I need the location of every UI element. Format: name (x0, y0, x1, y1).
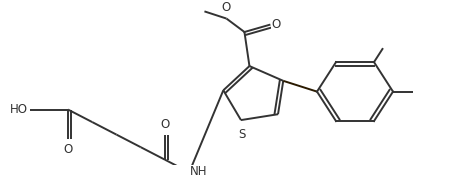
Text: HO: HO (10, 103, 28, 116)
Text: NH: NH (190, 165, 207, 177)
Text: O: O (63, 143, 73, 156)
Text: O: O (221, 1, 230, 14)
Text: O: O (271, 18, 280, 31)
Text: S: S (238, 128, 245, 141)
Text: O: O (160, 118, 169, 131)
